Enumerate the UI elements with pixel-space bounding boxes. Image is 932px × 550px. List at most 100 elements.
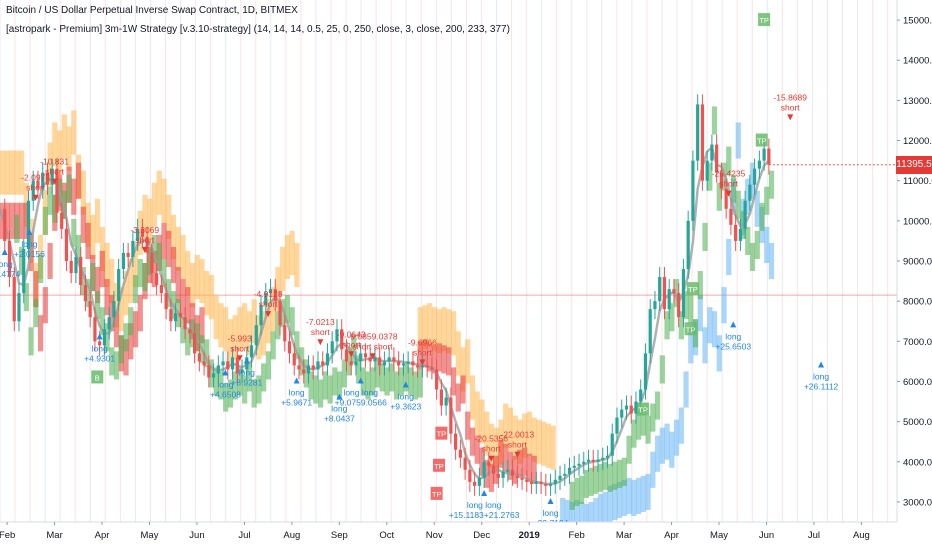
bull-band-late-step	[612, 461, 618, 490]
bull-band-step	[408, 367, 414, 396]
candle-body	[363, 353, 368, 358]
candle-body	[387, 357, 391, 362]
orange-band-step	[246, 311, 253, 356]
signal-value: -22.0013	[501, 430, 535, 440]
bear-band-step	[161, 222, 167, 259]
bear-band-late-step	[446, 347, 452, 376]
bull-band-late-step	[764, 186, 770, 215]
orange-band-step	[4, 150, 10, 195]
orange-band-late-step	[441, 307, 447, 352]
blue-band-step	[768, 242, 775, 280]
bull-band-step	[99, 307, 105, 336]
candle-body	[515, 475, 519, 478]
tp-marker: TP	[433, 458, 446, 472]
orange-band-step	[147, 198, 153, 243]
bull-band-step	[280, 299, 286, 328]
bull-band-late-step	[759, 202, 765, 231]
signal-value: -3.3069	[130, 225, 159, 235]
blue-band-step	[602, 491, 608, 529]
signal-value: +15.1183+21.2763	[449, 510, 520, 520]
orange-band-late-step	[541, 421, 547, 466]
x-tick-label: Oct	[379, 530, 394, 541]
long-signal: long long+15.1183+21.2763	[449, 489, 520, 520]
blue-band-step	[593, 497, 599, 535]
x-tick-label: Nov	[426, 530, 443, 541]
bear-band-late-step	[531, 455, 537, 484]
bear-band-step	[18, 202, 25, 239]
orange-band-step	[185, 250, 191, 296]
signal-value: +2.0156	[14, 249, 45, 259]
orange-band-late-step	[474, 391, 480, 436]
blue-band-step	[697, 295, 703, 332]
candle-body	[586, 459, 591, 462]
orange-band-step	[161, 178, 167, 223]
bull-band-step	[28, 327, 34, 356]
x-tick-label: Apr	[664, 530, 679, 541]
candle-body	[529, 481, 534, 484]
candle-body	[681, 269, 686, 318]
bull-band-step	[284, 295, 291, 324]
orange-band-late-step	[531, 417, 537, 462]
signal-type: long	[239, 367, 255, 377]
candle-body	[216, 365, 220, 374]
tp-marker: TP	[684, 322, 697, 336]
bull-band-step	[417, 369, 423, 398]
bull-band-step	[313, 375, 319, 404]
tp-label: TP	[757, 137, 767, 146]
candle-body	[700, 104, 705, 181]
signal-value: +26.1112	[804, 381, 839, 391]
bull-band-step	[246, 363, 253, 392]
candle-body	[734, 224, 738, 241]
candle-body	[577, 463, 581, 466]
candle-body	[211, 373, 216, 378]
blue-band-step	[650, 451, 656, 488]
orange-band-step	[99, 226, 105, 272]
candle-body	[620, 409, 624, 418]
bull-band-late-step	[716, 182, 722, 211]
y-tick-label: 15000.0	[903, 16, 932, 27]
arrow-down-icon	[265, 311, 272, 318]
bull-band-step	[289, 307, 295, 336]
orange-band-late-step	[465, 339, 471, 384]
candle-body	[283, 325, 287, 342]
long-signal: long+26.1112	[804, 361, 839, 391]
candle-body	[340, 329, 344, 350]
bear-band-late-step	[455, 383, 461, 412]
bull-band	[14, 174, 423, 412]
bear-band-step	[166, 230, 172, 268]
bull-band-step	[166, 279, 172, 308]
candle-body	[615, 417, 619, 434]
candle-body	[41, 172, 45, 189]
orange-band-step	[71, 110, 77, 155]
bear-band-step	[75, 162, 82, 199]
bull-band-step	[265, 351, 272, 380]
candle-body	[705, 160, 709, 181]
orange-band-step	[0, 150, 6, 195]
bear-band-step	[47, 242, 53, 280]
y-tick-label: 9000.0	[903, 257, 932, 268]
candle-body	[378, 357, 382, 366]
signal-value: -9.0859.0378	[348, 331, 398, 341]
arrow-up-icon	[336, 393, 343, 400]
signal-value: -20.5356	[474, 434, 508, 444]
orange-band-late-step	[436, 309, 442, 354]
signal-value: -4.9128	[254, 289, 283, 299]
candle-body	[264, 293, 268, 306]
tp-marker: TP	[430, 486, 443, 500]
bull-band-step	[42, 206, 48, 235]
orange-band-step	[289, 230, 295, 276]
bear-band-step	[80, 206, 86, 243]
candle-body	[226, 361, 230, 370]
bull-band-step	[384, 367, 390, 396]
bull-band-late-step	[626, 435, 632, 464]
candle-body	[729, 208, 733, 225]
bull-band-step	[360, 367, 366, 396]
candle-body	[174, 313, 178, 322]
arrow-up-icon	[26, 228, 33, 235]
bull-band-step	[322, 371, 328, 400]
candle-body	[126, 252, 130, 257]
bull-band-late-step	[574, 477, 580, 506]
